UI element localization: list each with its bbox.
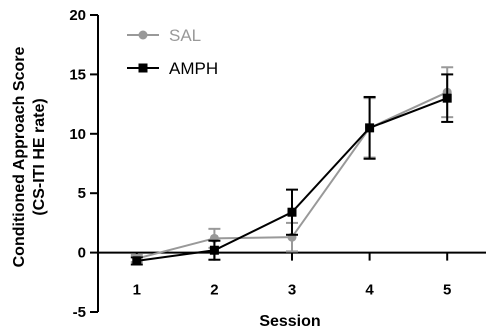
y-tick-label: -5 [73, 304, 86, 321]
legend: SAL AMPH [127, 26, 218, 78]
y-tick-label: 0 [78, 245, 86, 262]
legend-marker-amph [138, 63, 148, 73]
y-tick-label: 10 [69, 126, 86, 143]
series-layer [130, 66, 454, 266]
series-amph [130, 73, 454, 266]
x-tick-label: 5 [443, 282, 451, 299]
data-point-amph [442, 93, 452, 103]
x-tick-label: 2 [210, 282, 218, 299]
data-point-amph [132, 256, 142, 266]
legend-label-amph: AMPH [169, 59, 218, 78]
y-axis-title-line-1: Conditioned Approach Score [11, 47, 28, 268]
axes [90, 14, 486, 313]
y-axis-title-line-2: (CS-ITI HE rate) [31, 98, 48, 215]
legend-item-sal: SAL [127, 26, 201, 45]
tick-labels: -5 0 5 10 15 20 1 2 3 4 5 [69, 7, 451, 321]
x-tick-label: 3 [288, 282, 296, 299]
y-tick-label: 20 [69, 7, 86, 24]
y-tick-label: 15 [69, 66, 86, 83]
x-axis-title: Session [259, 313, 320, 330]
x-tick-label: 1 [133, 282, 141, 299]
legend-marker-sal [138, 30, 148, 40]
legend-item-amph: AMPH [127, 59, 218, 78]
legend-label-sal: SAL [169, 26, 201, 45]
data-point-amph [287, 207, 297, 217]
y-tick-label: 5 [78, 185, 86, 202]
data-point-amph [365, 123, 375, 133]
data-point-amph [209, 245, 219, 255]
x-tick-label: 4 [365, 282, 374, 299]
